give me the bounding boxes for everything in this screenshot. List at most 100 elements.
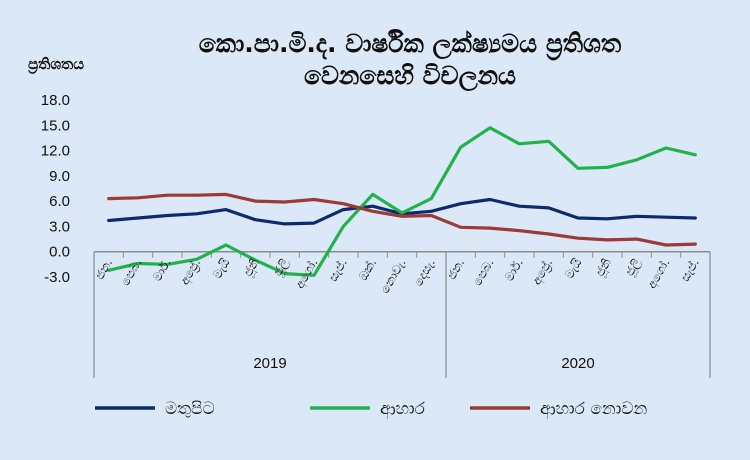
x-category-label: අගෝ. xyxy=(645,256,674,291)
data-point-s2-19 xyxy=(665,244,667,246)
data-point-s1-2 xyxy=(166,263,169,266)
x-category-label: ජන. xyxy=(92,256,115,282)
x-category-label: පෙබ. xyxy=(470,256,496,288)
data-point-s2-9 xyxy=(371,210,374,213)
data-point-s1-7 xyxy=(313,274,315,277)
data-point-s2-1 xyxy=(137,197,139,199)
x-category-label: ජූනි xyxy=(593,256,615,279)
chart-title-line-2: වෙනසෙහි විචලනය xyxy=(304,61,516,92)
x-category-label: මැයි xyxy=(210,256,233,281)
series-lines xyxy=(107,126,697,277)
data-point-s0-15 xyxy=(547,207,550,209)
data-point-s0-7 xyxy=(313,222,315,224)
data-point-s1-10 xyxy=(401,212,403,214)
data-point-s1-1 xyxy=(137,262,139,265)
data-point-s1-13 xyxy=(489,127,491,129)
data-point-s2-17 xyxy=(606,239,609,241)
data-point-s0-1 xyxy=(137,217,139,219)
legend-label-2: ආහාර නොවන xyxy=(540,399,648,420)
chart-title: කො.පා.මි.ද. වාර්ෂික ලක්ෂ්‍යමය ප්‍රතිශත ව… xyxy=(199,29,622,92)
data-point-s1-8 xyxy=(342,225,345,228)
data-point-s0-12 xyxy=(459,202,462,205)
data-point-s1-5 xyxy=(254,259,257,261)
data-point-s2-11 xyxy=(430,214,433,217)
data-point-s2-10 xyxy=(401,215,403,218)
data-point-s1-11 xyxy=(430,197,433,200)
data-point-s1-16 xyxy=(577,167,579,170)
data-point-s2-5 xyxy=(254,200,257,202)
data-point-s0-11 xyxy=(430,210,433,213)
data-point-s2-15 xyxy=(547,233,550,235)
data-point-s0-16 xyxy=(577,217,579,219)
data-point-s2-12 xyxy=(459,226,462,229)
data-point-s1-20 xyxy=(694,154,697,156)
x-category-label: ජූනි xyxy=(241,256,263,279)
x-year-label: 2020 xyxy=(561,355,594,372)
data-point-s0-8 xyxy=(342,208,345,211)
legend-label-1: ආහාර xyxy=(380,399,426,420)
y-axis-ticks: 18.0 15.0 12.0 9.0 6.0 3.0 0.0 -3.0 xyxy=(41,92,70,286)
y-tick-label: 3.0 xyxy=(49,218,70,235)
y-tick-label: 6.0 xyxy=(49,193,70,210)
data-point-s2-6 xyxy=(283,201,286,203)
data-point-s1-3 xyxy=(195,258,198,261)
y-axis-label: ප්‍රතිශතය xyxy=(28,55,84,75)
data-point-s0-2 xyxy=(166,214,169,217)
data-point-s1-14 xyxy=(518,143,521,145)
data-point-s1-9 xyxy=(371,193,374,196)
x-category-label: සැප්. xyxy=(678,256,702,284)
data-point-s0-4 xyxy=(225,208,227,211)
x-category-label: මාර්. xyxy=(502,256,526,283)
data-point-s0-13 xyxy=(489,198,491,201)
data-point-s2-14 xyxy=(518,229,521,232)
y-tick-label: 18.0 xyxy=(41,92,70,109)
y-tick-label: -3.0 xyxy=(44,269,70,286)
data-point-s1-12 xyxy=(459,146,462,148)
data-point-s1-6 xyxy=(283,272,286,275)
data-point-s2-7 xyxy=(313,198,315,201)
x-year-label: 2019 xyxy=(253,355,286,372)
data-point-s0-17 xyxy=(606,218,609,220)
data-point-s2-20 xyxy=(694,243,697,245)
data-point-s0-5 xyxy=(254,218,257,221)
data-point-s0-14 xyxy=(518,205,521,207)
y-tick-label: 15.0 xyxy=(41,117,70,134)
data-point-s2-18 xyxy=(635,238,638,240)
data-point-s0-18 xyxy=(635,215,638,218)
data-point-s2-3 xyxy=(195,194,198,196)
data-point-s1-18 xyxy=(635,159,638,161)
x-category-label: ඔක්. xyxy=(356,256,379,283)
x-category-label: අප්‍රේ. xyxy=(529,256,556,287)
y-tick-label: 12.0 xyxy=(41,143,70,160)
data-point-s0-20 xyxy=(694,217,697,219)
legend: මතුපිට ආහාර ආහාර නොවන xyxy=(95,399,648,420)
y-tick-label: 9.0 xyxy=(49,168,70,185)
data-point-s1-17 xyxy=(606,166,609,169)
y-tick-label: 0.0 xyxy=(49,244,70,261)
data-point-s2-13 xyxy=(489,227,491,229)
x-category-label: පෙබ. xyxy=(118,256,144,288)
x-category-label: මැයි xyxy=(562,256,585,281)
x-category-label: ජූලි xyxy=(623,256,645,278)
x-category-label: මාර්. xyxy=(150,256,174,283)
data-point-s0-19 xyxy=(665,216,667,218)
data-point-s0-9 xyxy=(371,205,374,207)
x-category-label: සැප්. xyxy=(326,256,350,284)
legend-label-0: මතුපිට xyxy=(165,399,215,419)
data-point-s1-15 xyxy=(547,140,550,143)
series-line-1 xyxy=(107,126,697,277)
data-point-s0-3 xyxy=(195,213,198,215)
data-point-s2-4 xyxy=(225,193,227,196)
data-point-s2-16 xyxy=(577,237,579,239)
x-category-label: ජන. xyxy=(444,256,467,282)
data-point-s1-4 xyxy=(225,244,227,246)
data-point-s0-6 xyxy=(283,223,286,225)
data-point-s0-0 xyxy=(107,219,110,222)
data-point-s2-8 xyxy=(342,202,345,205)
chart-title-line-1: කො.පා.මි.ද. වාර්ෂික ලක්ෂ්‍යමය ප්‍රතිශත xyxy=(199,29,622,62)
x-category-label: දෙසැ. xyxy=(411,256,438,288)
data-point-s1-19 xyxy=(665,147,667,149)
x-axis-year-labels: 2019 2020 xyxy=(253,355,594,372)
